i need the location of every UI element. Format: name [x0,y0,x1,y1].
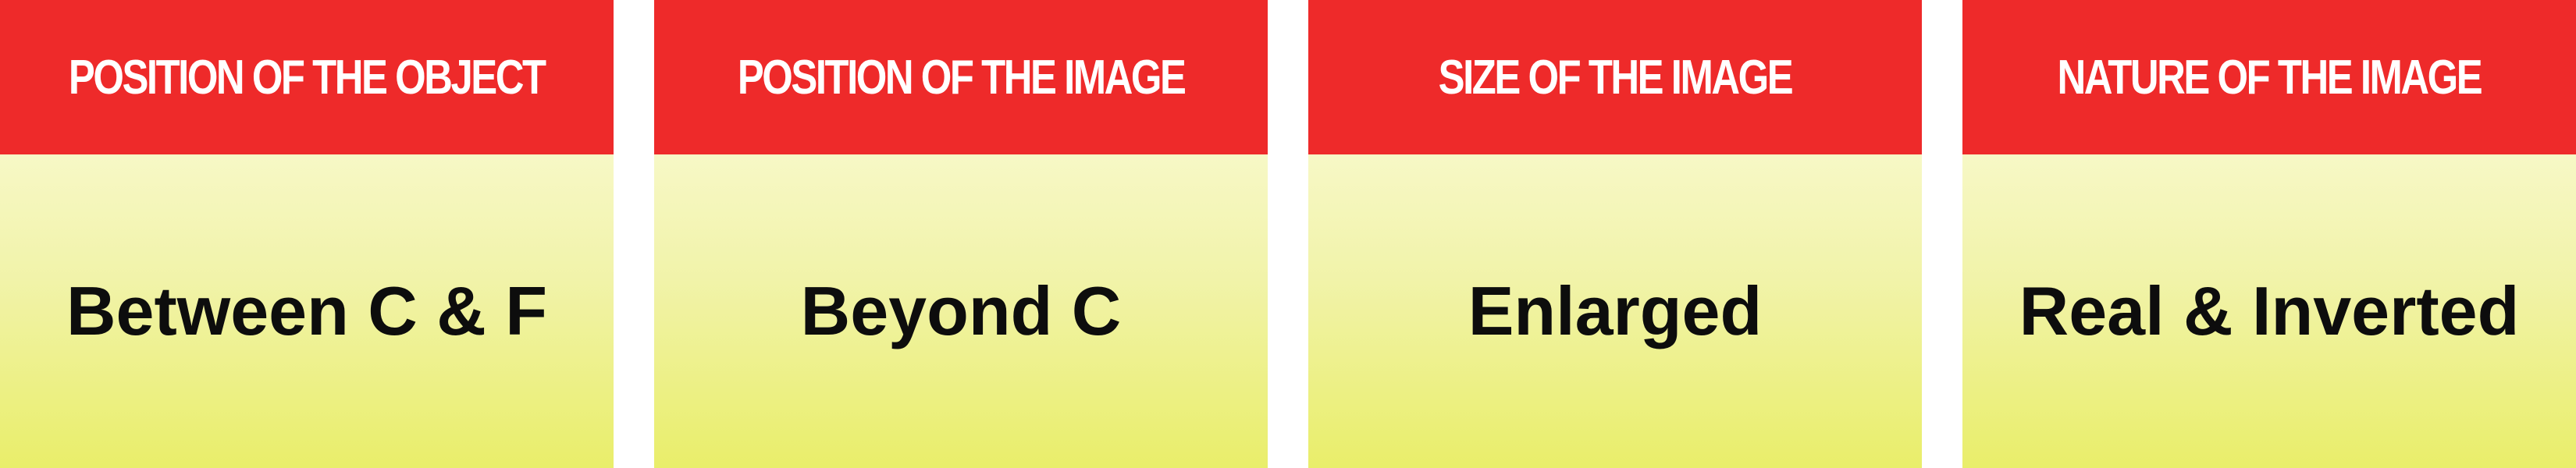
column-value: Enlarged [1468,272,1763,349]
column-value-cell: Enlarged [1308,154,1922,468]
column-header: NATURE OF THE IMAGE [1962,0,2576,154]
column-size-of-image: SIZE OF THE IMAGE Enlarged [1308,0,1922,468]
column-value: Beyond C [800,272,1122,349]
column-nature-of-image: NATURE OF THE IMAGE Real & Inverted [1962,0,2576,468]
column-position-of-image: POSITION OF THE IMAGE Beyond C [654,0,1268,468]
column-header: POSITION OF THE OBJECT [0,0,614,154]
column-value: Between C & F [66,272,548,349]
column-value-cell: Between C & F [0,154,614,468]
column-position-of-object: POSITION OF THE OBJECT Between C & F [0,0,614,468]
column-value-cell: Beyond C [654,154,1268,468]
column-value-cell: Real & Inverted [1962,154,2576,468]
column-header-label: SIZE OF THE IMAGE [1438,50,1794,105]
column-value: Real & Inverted [2019,272,2520,349]
column-header-label: NATURE OF THE IMAGE [2057,50,2483,105]
column-header-label: POSITION OF THE IMAGE [737,50,1187,105]
column-header-label: POSITION OF THE OBJECT [69,50,546,105]
column-header: POSITION OF THE IMAGE [654,0,1268,154]
column-header: SIZE OF THE IMAGE [1308,0,1922,154]
